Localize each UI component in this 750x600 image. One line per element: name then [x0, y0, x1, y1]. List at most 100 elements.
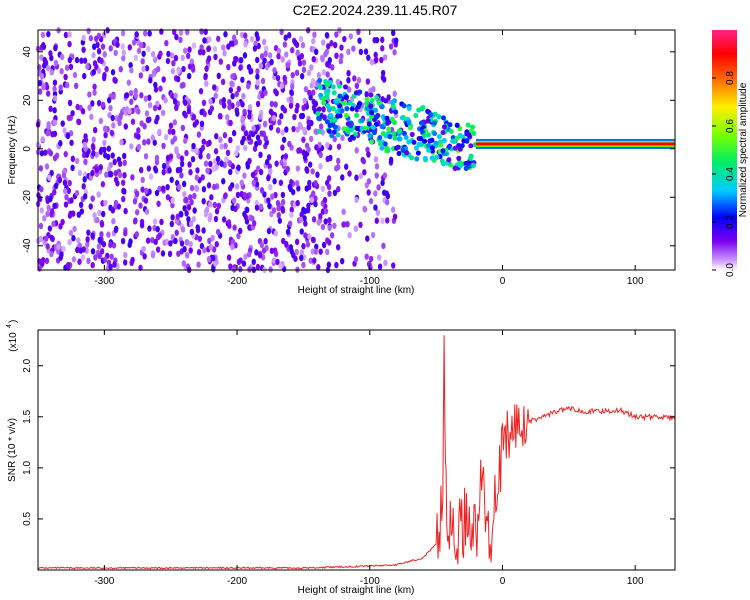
heatmap-cell [128, 62, 133, 69]
heatmap-cell [416, 141, 422, 148]
heatmap-cell [160, 250, 166, 257]
heatmap-cell [241, 92, 246, 100]
heatmap-cell [64, 193, 69, 201]
heatmap-cell [219, 143, 224, 150]
heatmap-cell [100, 210, 106, 218]
heatmap-cell [81, 34, 86, 42]
heatmap-cell [279, 113, 284, 120]
heatmap-cell [161, 168, 166, 176]
heatmap-cell [317, 77, 323, 84]
heatmap-cell [106, 97, 112, 104]
heatmap-cell [379, 56, 384, 64]
heatmap-cell [386, 126, 392, 132]
heatmap-cell [174, 146, 179, 153]
heatmap-cell [53, 182, 59, 190]
heatmap-cell [363, 48, 369, 55]
heatmap-cell [313, 128, 318, 135]
heatmap-cell [287, 140, 292, 148]
heatmap-cell [217, 113, 223, 120]
heatmap-cell [201, 198, 206, 205]
heatmap-cell [321, 69, 327, 76]
heatmap-cell [185, 252, 190, 259]
heatmap-cell [316, 72, 322, 79]
heatmap-cell [103, 256, 108, 263]
heatmap-cell [288, 102, 294, 109]
heatmap-cell [277, 217, 282, 224]
heatmap-cell [256, 165, 261, 172]
heatmap-cell [301, 66, 307, 73]
heatmap-cell [279, 82, 285, 89]
heatmap-cell [243, 144, 248, 152]
heatmap-cell [243, 129, 249, 137]
heatmap-cell [295, 102, 300, 110]
heatmap-cell [374, 163, 380, 170]
heatmap-cell [191, 113, 197, 121]
heatmap-cell [236, 85, 241, 93]
heatmap-cell [271, 114, 277, 122]
heatmap-cell [303, 232, 308, 239]
heatmap-cell [309, 64, 314, 71]
heatmap-cell [188, 169, 193, 176]
heatmap-cell [169, 176, 174, 183]
heatmap-cell [215, 228, 221, 236]
heatmap-cell [98, 164, 103, 171]
heatmap-cell [250, 215, 255, 222]
heatmap-cell [287, 220, 293, 227]
heatmap-cell [247, 104, 253, 111]
heatmap-cell [82, 176, 87, 183]
heatmap-cell [141, 65, 146, 73]
heatmap-cell [259, 130, 264, 137]
heatmap-cell [226, 43, 231, 50]
heatmap-cell [75, 246, 80, 254]
heatmap-cell [366, 151, 371, 158]
heatmap-cell [92, 60, 98, 67]
heatmap-cell [230, 238, 236, 246]
heatmap-cell [191, 42, 197, 49]
heatmap-cell [68, 63, 74, 71]
heatmap-cell [284, 240, 289, 248]
heatmap-cell [238, 266, 243, 273]
heatmap-cell [150, 134, 155, 141]
heatmap-cell [407, 125, 413, 131]
heatmap-cell [74, 82, 79, 90]
heatmap-cell [273, 101, 278, 108]
heatmap-cell [251, 179, 256, 187]
heatmap-cell [311, 55, 316, 63]
heatmap-cell [471, 130, 477, 137]
heatmap-cell [38, 235, 44, 243]
heatmap-cell [267, 202, 272, 210]
heatmap-cell [95, 41, 100, 49]
heatmap-cell [266, 197, 271, 204]
heatmap-cell [465, 122, 471, 128]
heatmap-cell [180, 54, 185, 62]
heatmap-cell [79, 57, 84, 64]
heatmap-cell [406, 105, 412, 112]
heatmap-cell [80, 254, 86, 261]
colorbar-tick-label: 0.6 [725, 119, 736, 133]
heatmap-cell [133, 88, 138, 95]
heatmap-cell [239, 31, 245, 39]
snr-ylabel: SNR (10 * v/v) [7, 418, 18, 482]
heatmap-cell [379, 104, 385, 110]
heatmap-cell [81, 183, 86, 190]
heatmap-cell [45, 65, 51, 72]
heatmap-cell [63, 31, 69, 39]
heatmap-cell [185, 52, 191, 60]
heatmap-cell [200, 144, 206, 152]
heatmap-cell [159, 28, 164, 35]
heatmap-cell [313, 180, 318, 187]
heatmap-cell [249, 35, 255, 43]
heatmap-cell [334, 165, 339, 172]
heatmap-cell [337, 93, 343, 99]
heatmap-cell [153, 167, 159, 174]
heatmap-cell [130, 174, 135, 181]
heatmap-cell [354, 196, 359, 204]
heatmap-cell [318, 151, 323, 159]
heatmap-cell [414, 156, 420, 162]
heatmap-cell [74, 157, 80, 165]
heatmap-cell [111, 93, 116, 100]
heatmap-cell [289, 206, 294, 213]
heatmap-cell [242, 52, 248, 59]
heatmap-cell [255, 68, 260, 75]
heatmap-cell [323, 207, 329, 215]
